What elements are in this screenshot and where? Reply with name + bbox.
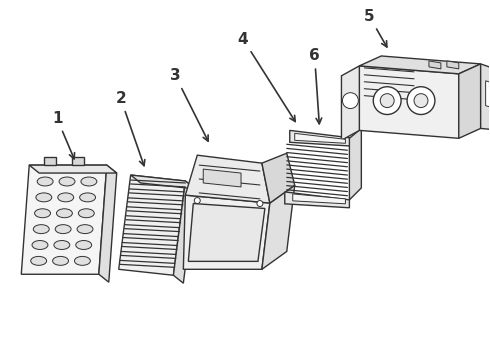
Polygon shape (293, 194, 345, 204)
Polygon shape (342, 66, 359, 140)
Text: 1: 1 (52, 111, 74, 159)
Circle shape (343, 93, 358, 109)
Polygon shape (188, 203, 265, 261)
Polygon shape (262, 185, 294, 269)
Ellipse shape (36, 193, 52, 202)
Polygon shape (173, 181, 196, 283)
Polygon shape (459, 64, 481, 138)
Polygon shape (481, 64, 490, 130)
Ellipse shape (31, 256, 47, 265)
Text: 6: 6 (309, 49, 321, 124)
Text: 5: 5 (364, 9, 387, 47)
Ellipse shape (37, 177, 53, 186)
Ellipse shape (35, 209, 50, 218)
Circle shape (380, 94, 394, 108)
Ellipse shape (80, 193, 96, 202)
Text: 2: 2 (115, 91, 145, 166)
Polygon shape (131, 175, 196, 189)
Ellipse shape (54, 240, 70, 249)
Ellipse shape (59, 177, 75, 186)
Polygon shape (183, 195, 270, 269)
Polygon shape (119, 175, 185, 275)
Polygon shape (359, 66, 459, 138)
Ellipse shape (33, 225, 49, 234)
Polygon shape (294, 133, 345, 143)
Ellipse shape (78, 209, 94, 218)
Polygon shape (486, 81, 490, 111)
Circle shape (414, 94, 428, 108)
Ellipse shape (52, 256, 69, 265)
Polygon shape (349, 129, 361, 200)
Ellipse shape (76, 240, 92, 249)
Text: 4: 4 (238, 32, 295, 122)
Ellipse shape (81, 177, 97, 186)
Ellipse shape (56, 209, 73, 218)
Ellipse shape (77, 225, 93, 234)
Circle shape (257, 201, 263, 207)
Polygon shape (429, 61, 441, 69)
Polygon shape (359, 56, 481, 74)
Polygon shape (185, 155, 270, 203)
Ellipse shape (32, 240, 48, 249)
Polygon shape (99, 165, 117, 282)
Ellipse shape (55, 225, 71, 234)
Polygon shape (262, 153, 294, 203)
Ellipse shape (58, 193, 74, 202)
Polygon shape (203, 169, 241, 187)
Polygon shape (29, 165, 117, 173)
Polygon shape (447, 61, 459, 69)
Text: 3: 3 (170, 68, 208, 141)
Polygon shape (72, 157, 84, 165)
Ellipse shape (74, 256, 90, 265)
Circle shape (195, 198, 200, 203)
Polygon shape (285, 192, 349, 208)
Polygon shape (21, 165, 107, 274)
Circle shape (373, 87, 401, 114)
Polygon shape (290, 130, 354, 146)
Polygon shape (44, 157, 56, 165)
Circle shape (407, 87, 435, 114)
